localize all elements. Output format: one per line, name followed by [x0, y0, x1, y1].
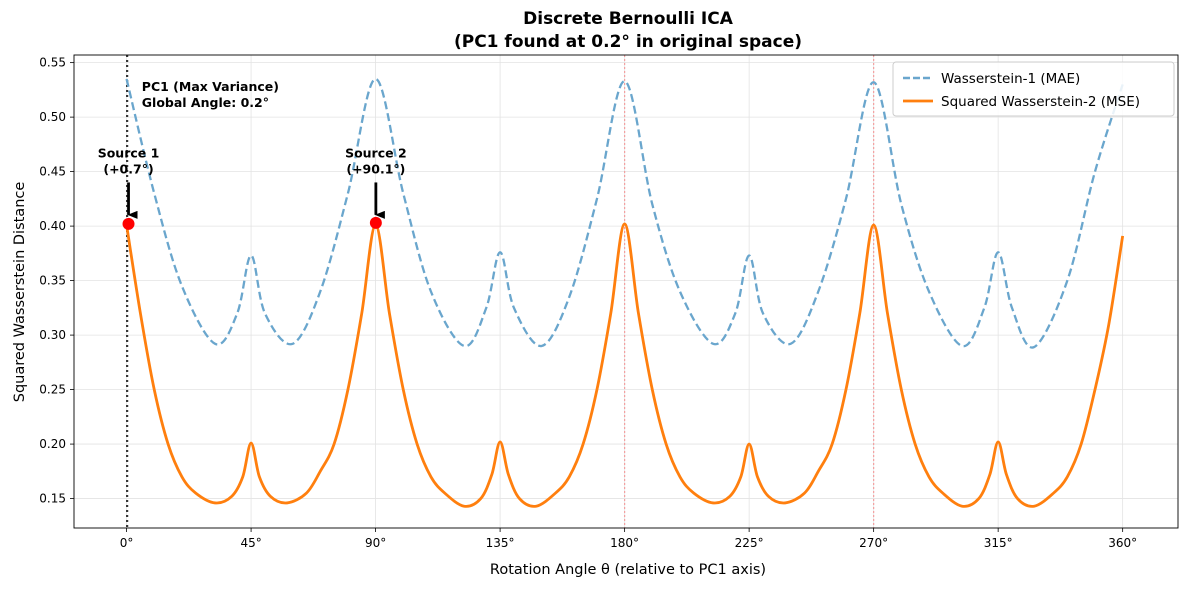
x-axis-ticks: 0° 45° 90° 135° 180° 225° 270° 315° 360° — [120, 528, 1137, 550]
legend: Wasserstein-1 (MAE) Squared Wasserstein-… — [892, 61, 1175, 117]
y-axis-label: Squared Wasserstein Distance — [12, 182, 28, 403]
legend-box — [892, 61, 1175, 117]
series-layer — [125, 77, 1125, 508]
marker-layer — [122, 216, 382, 230]
x-tick-label: 180° — [610, 536, 639, 550]
annotation-text: PC1 (Max Variance) — [142, 79, 279, 94]
annotation-text: (+0.7°) — [103, 161, 153, 176]
x-tick-label: 225° — [735, 536, 764, 550]
reference-lines-layer — [126, 55, 875, 528]
y-tick-label: 0.20 — [39, 437, 66, 451]
annotation-3: Source 2(+90.1°) — [345, 145, 407, 219]
x-axis-label: Rotation Angle θ (relative to PC1 axis) — [490, 562, 766, 578]
annotation-2: Source 1(+0.7°) — [98, 145, 160, 219]
x-tick-label: 45° — [240, 536, 261, 550]
source-marker — [369, 216, 382, 229]
series-line-wasserstein-1 — [125, 77, 1124, 349]
y-tick-label: 0.40 — [39, 219, 66, 233]
source-marker — [122, 217, 135, 230]
chart-title: Discrete Bernoulli ICA — [523, 9, 734, 29]
y-tick-label: 0.25 — [39, 383, 66, 397]
plot-frame — [73, 54, 1179, 529]
annotation-text: (+90.1°) — [346, 161, 405, 176]
series-line-wasserstein-2 — [125, 222, 1125, 508]
y-tick-label: 0.15 — [39, 492, 66, 506]
y-tick-label: 0.50 — [39, 110, 66, 124]
y-axis-ticks: 0.15 0.20 0.25 0.30 0.35 0.40 0.45 0.50 0.55 — [39, 56, 74, 506]
x-tick-label: 360° — [1108, 536, 1137, 550]
annotation-text: Source 2 — [345, 145, 407, 160]
annotation-1: PC1 (Max Variance)Global Angle: 0.2° — [142, 79, 279, 110]
legend-label-mae: Wasserstein-1 (MAE) — [941, 71, 1080, 87]
chart-title-group: Discrete Bernoulli ICA (PC1 found at 0.2… — [454, 9, 802, 52]
legend-label-mse: Squared Wasserstein-2 (MSE) — [941, 94, 1140, 110]
chart-subtitle: (PC1 found at 0.2° in original space) — [454, 32, 802, 52]
x-tick-label: 270° — [859, 536, 888, 550]
x-tick-label: 135° — [486, 536, 515, 550]
y-tick-label: 0.45 — [39, 165, 66, 179]
annotation-text: Source 1 — [98, 145, 160, 160]
x-tick-label: 90° — [365, 536, 386, 550]
y-tick-label: 0.35 — [39, 274, 66, 288]
annotation-text: Global Angle: 0.2° — [142, 95, 269, 110]
y-tick-label: 0.55 — [39, 56, 66, 70]
grid-layer — [74, 55, 1178, 528]
annotation-layer: PC1 (Max Variance)Global Angle: 0.2° Sour… — [98, 79, 407, 219]
y-tick-label: 0.30 — [39, 328, 66, 342]
x-tick-label: 0° — [120, 536, 134, 550]
x-tick-label: 315° — [984, 536, 1013, 550]
